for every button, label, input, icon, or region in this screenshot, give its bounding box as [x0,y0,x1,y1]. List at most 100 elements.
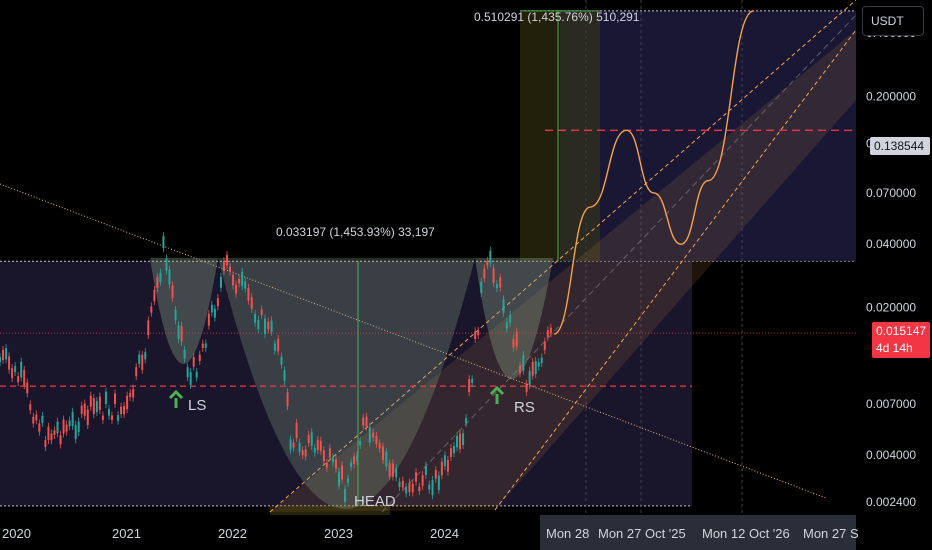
candle-body [418,486,421,492]
right-shoulder-bowl [475,258,553,379]
candle-body [229,266,232,272]
price-tick-label: 0.200000 [866,90,916,104]
price-tick-label: 0.002400 [866,495,916,509]
channel-fill [270,30,856,512]
candle-body [120,406,123,414]
year-tick-label: 2022 [218,526,247,541]
candle-body [378,443,381,449]
candle-body [241,271,244,287]
candle-body [186,367,189,378]
candle-body [350,462,353,468]
candle-body [171,285,174,298]
candle-body [391,463,394,477]
candle-body [334,459,337,469]
candle-body [62,419,65,434]
future-date-label: Mon 27 Oct '25 [598,526,686,541]
currency-selector-button[interactable]: USDT [862,6,924,36]
candle-body [59,435,62,445]
candle-body [337,471,340,486]
candle-body [328,448,331,458]
candle-body [92,398,95,414]
candle-body [295,422,298,438]
candle-body [446,460,449,472]
candle-body [41,415,44,423]
candle-body [525,383,528,392]
candle-body [368,426,371,443]
candle-body [280,356,283,365]
candle-body [44,440,47,447]
candle-body [147,320,150,336]
target-range-box [560,10,856,262]
candle-body [353,456,356,465]
candle-body [415,472,418,482]
candle-body [95,400,98,413]
candle-body [250,297,253,309]
candle-body [286,392,289,407]
candle-body [277,338,280,352]
candle-body [232,274,235,286]
candle-body [56,421,59,434]
candle-body [129,392,132,397]
candle-body [319,440,322,452]
candle-body [144,352,147,360]
candle-body [53,430,56,435]
candle-body [38,423,41,432]
candle-body [449,448,452,457]
candle-body [26,382,29,394]
candle-body [117,415,120,421]
candle-body [189,372,192,385]
candle-body [443,455,446,467]
candle-body [465,418,468,424]
candle-body [35,414,38,421]
candle-body [313,447,316,453]
channel-mid-line [381,14,857,513]
head-bowl [218,258,475,509]
candle-body [316,440,319,450]
candle-body [531,361,534,376]
candle-body [322,450,325,462]
candle-body [356,455,359,462]
candle-body [519,365,522,374]
candle-body [499,277,502,288]
candle-body [434,470,437,479]
candle-body [2,349,5,360]
channel-upper-line [269,0,857,513]
candle-body [11,368,14,379]
candle-body [213,308,216,318]
candle-body [207,313,210,326]
right-shoulder-label: RS [514,399,535,416]
candle-body [471,378,474,383]
candle-body [298,442,301,453]
candle-body [341,465,344,480]
candle-body [198,354,201,361]
candle-body [495,283,498,289]
candle-body [162,236,165,249]
candle-body [201,343,204,349]
head-label: HEAD [354,493,396,510]
candle-body [483,268,486,279]
candle-body [138,354,141,364]
candle-body [0,356,1,363]
candle-body [344,489,347,503]
candle-body [150,306,153,313]
candle-body [515,331,518,347]
candle-body [289,439,292,450]
candle-body [68,420,71,427]
candle-body [385,451,388,467]
candle-body [219,276,222,288]
left-shoulder-label: LS [188,397,206,414]
candle-body [98,396,101,411]
candle-body [359,441,362,446]
candle-body [421,475,424,486]
candle-body [141,354,144,370]
candle-body [135,367,138,377]
candle-body [292,442,295,448]
candle-body [257,320,260,329]
candle-body [437,475,440,490]
candle-body [247,287,250,301]
candle-body [32,416,35,424]
candle-body [5,348,8,360]
price-tick-label: 0.020000 [866,301,916,315]
candle-body [505,321,508,329]
